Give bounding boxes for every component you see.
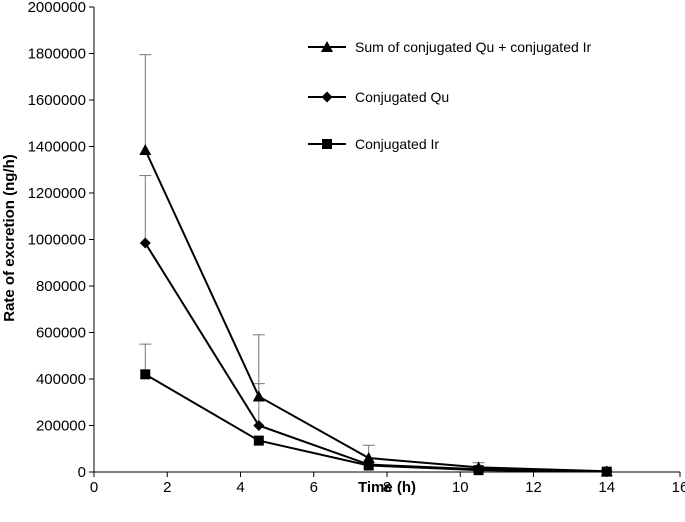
x-tick-label: 2 — [163, 479, 171, 496]
data-point-square — [473, 465, 484, 476]
legend-label: Conjugated Ir — [355, 136, 439, 152]
legend-label: Conjugated Qu — [355, 89, 449, 105]
data-point-diamond — [139, 237, 151, 249]
error-bars — [139, 54, 613, 472]
data-point-square — [363, 460, 374, 471]
x-tick-label: 8 — [383, 479, 391, 496]
y-tick-label: 2000000 — [28, 0, 86, 16]
series-line-triangle — [144, 149, 607, 473]
legend-marker-triangle — [321, 41, 333, 52]
series-lines — [144, 149, 607, 473]
data-point-triangle — [362, 452, 375, 464]
legend-marker-diamond — [321, 91, 333, 103]
y-tick-label: 1600000 — [28, 92, 86, 109]
data-point-triangle — [252, 390, 265, 402]
x-tick-label: 12 — [525, 479, 542, 496]
y-tick-label: 1000000 — [28, 232, 86, 249]
y-tick-label: 1400000 — [28, 139, 86, 156]
y-tick-label: 1800000 — [28, 46, 86, 63]
series-line-diamond — [144, 242, 607, 473]
y-tick-label: 1200000 — [28, 185, 86, 202]
legend-marker-square — [322, 139, 332, 149]
x-tick-label: 16 — [672, 479, 685, 496]
y-tick-label: 200000 — [36, 418, 86, 435]
data-point-square — [601, 466, 612, 477]
x-tick-label: 6 — [310, 479, 318, 496]
chart-axes: 0 200000 400000 600000 800000 1000000 1200000 1… — [28, 0, 685, 496]
data-point-triangle — [139, 143, 152, 155]
x-tick-label: 0 — [90, 479, 98, 496]
y-tick-label: 600000 — [36, 325, 86, 342]
x-tick-label: 14 — [598, 479, 615, 496]
legend-label: Sum of conjugated Qu + conjugated Ir — [355, 39, 592, 55]
x-axis-title: Time (h) — [358, 479, 416, 496]
y-tick-label: 800000 — [36, 278, 86, 295]
data-markers — [139, 143, 613, 478]
data-point-square — [253, 435, 264, 446]
x-tick-label: 10 — [452, 479, 469, 496]
y-tick-label: 0 — [78, 464, 86, 481]
series-line-square — [144, 373, 607, 473]
legend: Sum of conjugated Qu + conjugated Ir Conj… — [308, 39, 592, 152]
x-tick-label: 4 — [236, 479, 244, 496]
data-point-square — [140, 369, 151, 380]
y-axis-title: Rate of excretion (ng/h) — [1, 154, 18, 322]
y-tick-label: 400000 — [36, 371, 86, 388]
data-point-diamond — [253, 420, 265, 431]
